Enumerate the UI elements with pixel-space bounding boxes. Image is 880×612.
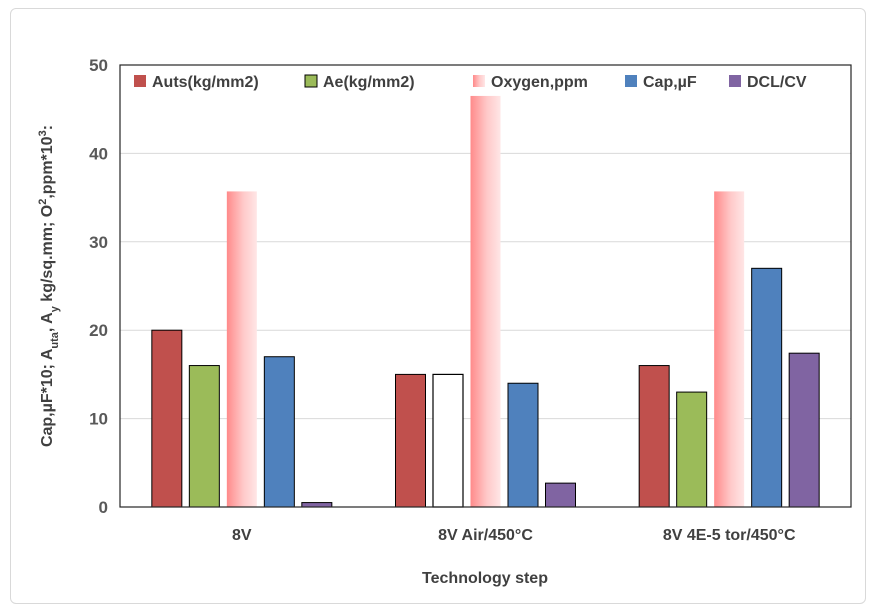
plot-area-border [119, 64, 852, 508]
bar-cap-f-0 [263, 356, 295, 508]
bar-ae-kg-mm2--1 [432, 373, 464, 508]
y-axis-title-part: : [39, 125, 56, 130]
legend-label: DCL/CV [747, 74, 807, 91]
legend-label: Cap,µF [643, 74, 697, 91]
y-axis-title: Cap,µF*10; Auta, Ay kg/sq.mm; O2,ppm*103… [37, 125, 61, 447]
x-category-label: 8V [232, 527, 252, 544]
x-axis-title: Technology step [422, 570, 548, 587]
y-tick-label: 40 [89, 144, 108, 163]
bar-ae-kg-mm2--0 [188, 365, 220, 508]
bar-ae-kg-mm2--2 [676, 391, 708, 508]
axes [119, 64, 852, 508]
y-tick-label: 10 [89, 410, 108, 429]
legend-swatch [134, 75, 146, 87]
legend-swatch [729, 75, 741, 87]
y-axis-title-part: 2 [37, 199, 49, 205]
y-axis-title-part: ,ppm*10 [39, 136, 56, 198]
bar-oxygen-ppm-2 [714, 191, 745, 508]
y-tick-labels: 0 10 20 30 40 50 [89, 56, 108, 517]
x-category-labels: 8V 8V Air/450°C 8V 4E-5 tor/450°C [232, 527, 796, 544]
bar-oxygen-ppm-1 [470, 95, 501, 507]
bar-dcl-cv-0 [301, 502, 333, 508]
y-axis-title-part: y [49, 305, 61, 312]
bar-dcl-cv-2 [788, 352, 820, 508]
y-axis-title-part: kg/sq.mm; O [39, 205, 56, 306]
y-tick-label: 20 [89, 321, 108, 340]
bar-dcl-cv-1 [545, 482, 576, 508]
bar-auts-kg-mm2--2 [638, 365, 670, 508]
x-category-label: 8V 4E-5 tor/450°C [663, 527, 796, 544]
bar-cap-f-1 [507, 382, 539, 508]
legend-swatch [473, 75, 485, 87]
bar-cap-f-2 [751, 267, 783, 508]
x-category-label: 8V Air/450°C [438, 527, 533, 544]
legend-swatch [625, 75, 637, 87]
bars [151, 95, 820, 508]
legend-label: Oxygen,ppm [491, 74, 588, 91]
bar-oxygen-ppm-0 [226, 191, 257, 508]
bar-auts-kg-mm2--1 [395, 373, 426, 508]
y-tick-label: 30 [89, 233, 108, 252]
legend-label: Ae(kg/mm2) [323, 74, 415, 91]
bar-auts-kg-mm2--0 [151, 329, 183, 508]
y-axis-title-part: Cap,µF*10; A [39, 348, 56, 447]
y-tick-label: 50 [89, 56, 108, 75]
y-tick-label: 0 [99, 498, 108, 517]
legend-swatch [304, 74, 318, 88]
legend: Auts(kg/mm2) Ae(kg/mm2) Oxygen,ppm Cap,µF DC… [134, 74, 807, 91]
y-axis-title-part: uta [49, 331, 61, 348]
y-axis-title-part: , A [39, 312, 56, 332]
y-axis-title-part: 3 [37, 130, 49, 136]
legend-label: Auts(kg/mm2) [152, 74, 259, 91]
